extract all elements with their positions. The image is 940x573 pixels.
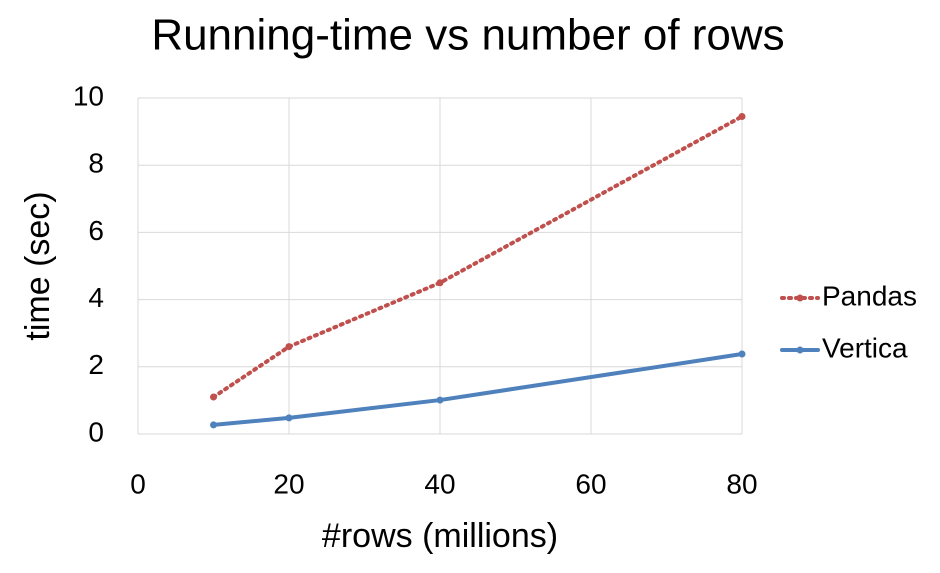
chart-title: Running-time vs number of rows xyxy=(151,11,784,60)
x-tick-label: 40 xyxy=(424,468,455,499)
data-point xyxy=(436,279,444,287)
series-line xyxy=(211,114,744,400)
y-tick-label: 8 xyxy=(88,148,104,179)
legend-marker xyxy=(796,346,804,354)
y-tick-label: 0 xyxy=(88,416,104,447)
legend-label: Vertica xyxy=(822,332,908,363)
series-line xyxy=(211,352,744,427)
y-tick-label: 6 xyxy=(88,215,104,246)
x-tick-label: 60 xyxy=(575,468,606,499)
data-point xyxy=(210,393,217,401)
y-tick-label: 4 xyxy=(88,282,104,313)
data-point xyxy=(436,396,444,404)
y-tick-label: 2 xyxy=(88,349,104,380)
y-tick-label: 10 xyxy=(73,80,104,111)
legend-label: Pandas xyxy=(822,280,917,311)
data-point xyxy=(738,112,746,120)
legend-marker xyxy=(796,294,804,302)
data-point xyxy=(738,350,746,358)
data-point xyxy=(210,421,217,429)
y-axis-title: time (sec) xyxy=(19,191,57,340)
x-tick-label: 20 xyxy=(273,468,304,499)
data-point xyxy=(285,414,293,422)
x-tick-label: 80 xyxy=(726,468,757,499)
x-tick-label: 0 xyxy=(130,468,146,499)
x-axis-title: #rows (millions) xyxy=(322,517,558,555)
data-point xyxy=(285,343,293,351)
